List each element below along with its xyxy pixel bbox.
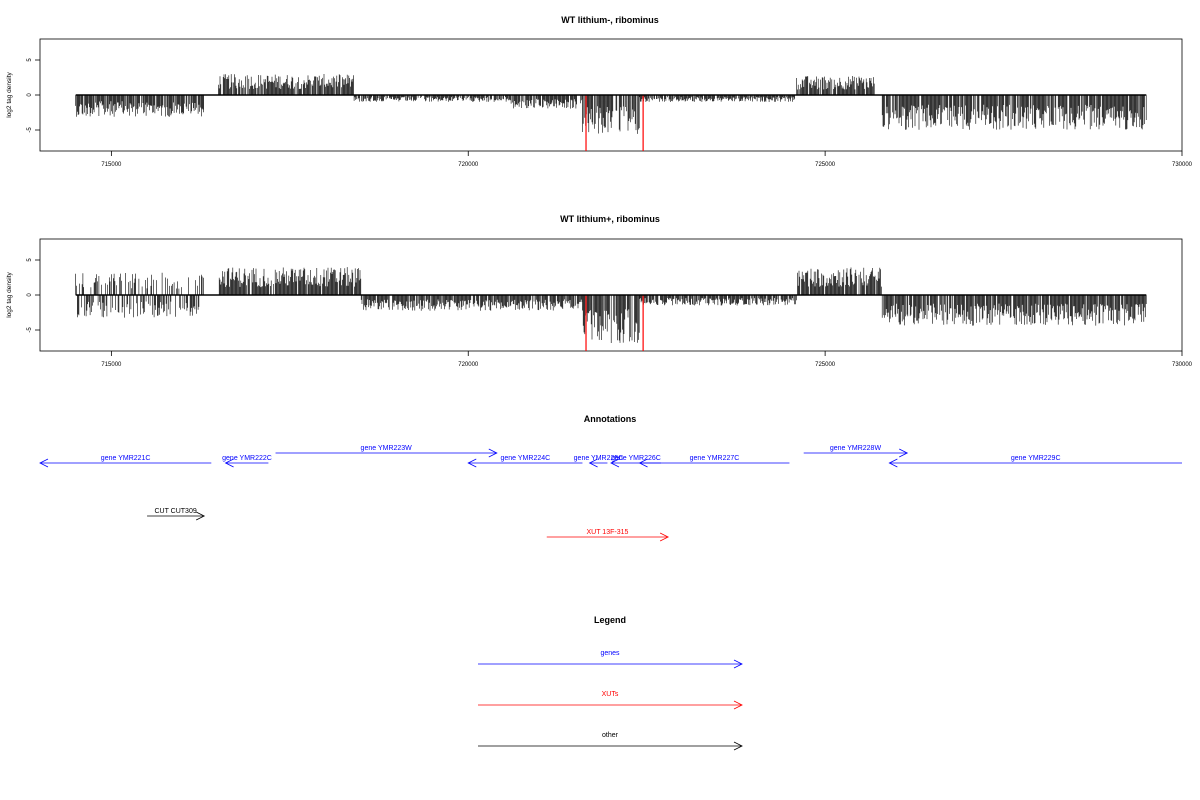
axes: 715000 720000 725000 730000 5 0 -5 <box>27 258 1193 368</box>
x-tick-label: 715000 <box>101 362 122 368</box>
legend-label: genes <box>600 650 620 657</box>
y-tick-label: -5 <box>27 127 33 133</box>
feature-label: XUT 13F-315 <box>586 529 628 536</box>
annotation-feature: gene YMR227C <box>638 455 790 468</box>
feature-label: gene YMR221C <box>101 455 151 462</box>
legend-label: XUTs <box>602 691 619 698</box>
x-tick-label: 715000 <box>101 162 122 168</box>
panel-lithium-plus: WT lithium+, ribominus log2 tag density … <box>6 214 1193 368</box>
strand-arrowhead <box>888 458 898 468</box>
legend-item-other: other <box>478 732 743 751</box>
axes: 715000 720000 725000 730000 5 0 -5 <box>27 58 1193 168</box>
annotation-feature: gene YMR229C <box>888 455 1182 468</box>
strand-arrowhead <box>195 511 206 521</box>
strand-arrowhead <box>488 448 498 458</box>
strand-arrowhead <box>224 458 234 468</box>
x-tick-label: 725000 <box>815 362 836 368</box>
x-tick-label: 720000 <box>458 362 479 368</box>
strand-arrowhead <box>899 448 909 458</box>
strand-arrowhead <box>39 458 49 468</box>
annotation-feature: gene YMR221C <box>39 455 212 468</box>
annotations-title: Annotations <box>584 414 637 424</box>
density-bars <box>75 267 1147 343</box>
legend-items: genes XUTs other <box>478 650 743 751</box>
xut-highlight <box>585 95 644 151</box>
annotation-feature: XUT 13F-315 <box>546 529 669 542</box>
feature-label: gene YMR226C <box>611 455 661 462</box>
density-bar-path <box>75 267 1147 343</box>
legend-item-genes: genes <box>478 650 743 669</box>
annotation-feature: gene YMR225C <box>574 455 624 468</box>
feature-label: CUT CUT309 <box>154 508 196 515</box>
strand-arrowhead <box>638 458 648 468</box>
y-tick-label: -5 <box>27 327 33 333</box>
legend-arrowhead <box>733 741 743 751</box>
feature-label: gene YMR225C <box>574 455 624 462</box>
panel-lithium-minus: WT lithium-, ribominus log2 tag density … <box>6 15 1193 168</box>
y-tick-label: 0 <box>27 93 33 97</box>
y-tick-label: 5 <box>27 58 33 62</box>
legend-arrowhead <box>733 700 743 710</box>
xut-highlight <box>585 295 644 351</box>
strand-arrowhead <box>659 532 669 542</box>
annotation-feature: gene YMR224C <box>467 455 583 468</box>
density-bars <box>75 74 1147 134</box>
strand-arrowhead <box>610 458 620 468</box>
density-bar-path <box>75 74 1147 134</box>
legend-arrowhead <box>733 659 743 669</box>
feature-label: gene YMR224C <box>501 455 551 462</box>
annotation-feature: gene YMR222C <box>222 455 272 468</box>
annotation-feature: gene YMR226C <box>610 455 661 468</box>
annotations-track: Annotations gene YMR221C gene YMR222Cgene… <box>39 414 1182 542</box>
legend-label: other <box>602 732 619 739</box>
panel-title: WT lithium-, ribominus <box>561 15 659 25</box>
y-axis-label: log2 tag density <box>6 271 13 317</box>
y-tick-label: 5 <box>27 258 33 262</box>
feature-label: gene YMR223W <box>361 445 413 452</box>
y-tick-label: 0 <box>27 293 33 297</box>
strand-arrowhead <box>467 458 477 468</box>
annotation-feature: gene YMR228W <box>803 445 909 458</box>
annotation-features: gene YMR221C gene YMR222C gene YMR223W gene… <box>39 445 1182 542</box>
legend-item-xuts: XUTs <box>478 691 743 710</box>
legend-title: Legend <box>594 615 626 625</box>
legend: Legend genes XUTs other <box>478 615 743 751</box>
feature-label: gene YMR222C <box>222 455 272 462</box>
strand-arrowhead <box>588 458 598 468</box>
feature-label: gene YMR229C <box>1011 455 1061 462</box>
panel-title: WT lithium+, ribominus <box>560 214 660 224</box>
feature-label: gene YMR228W <box>830 445 882 452</box>
y-axis-label: log2 tag density <box>6 71 13 117</box>
x-tick-label: 730000 <box>1172 162 1193 168</box>
x-tick-label: 730000 <box>1172 362 1193 368</box>
feature-label: gene YMR227C <box>690 455 740 462</box>
annotation-feature: CUT CUT309 <box>147 508 206 521</box>
x-tick-label: 720000 <box>458 162 479 168</box>
annotation-feature: gene YMR223W <box>275 445 498 458</box>
x-tick-label: 725000 <box>815 162 836 168</box>
